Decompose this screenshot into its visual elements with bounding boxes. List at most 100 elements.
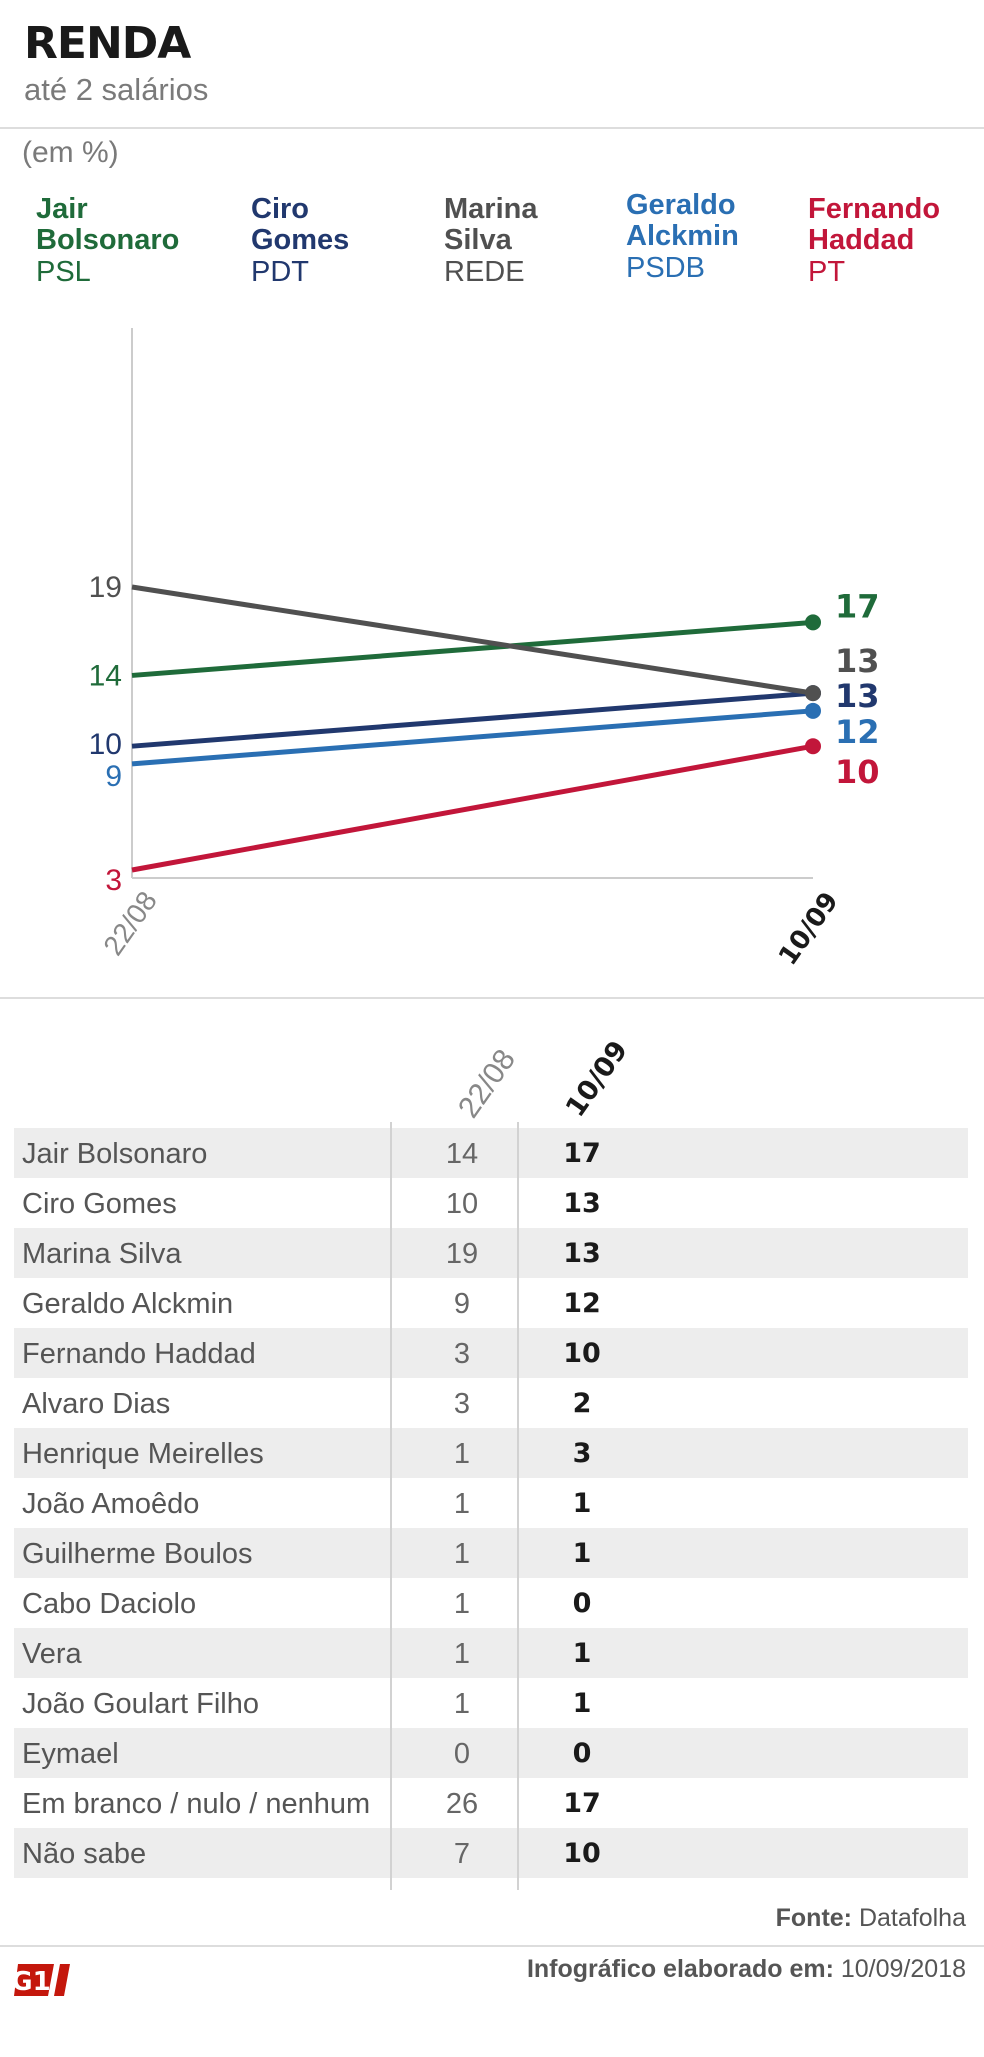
row-name: Ciro Gomes (22, 1188, 177, 1220)
row-value-2208: 3 (453, 1338, 471, 1370)
row-value-2208: 19 (445, 1238, 479, 1270)
start-value-label: 14 (89, 659, 122, 692)
legend-name: Ciro Gomes (251, 193, 350, 256)
legend-name: Fernando Haddad (808, 193, 941, 256)
row-value-2208: 1 (453, 1588, 471, 1620)
table-divider (390, 1122, 392, 1890)
row-value-1009: 13 (563, 1188, 601, 1219)
series-line-1 (131, 690, 814, 749)
legend-item-marina: Marina Silva REDE (444, 194, 554, 289)
row-value-2208: 1 (453, 1638, 471, 1670)
start-value-label: 9 (105, 760, 122, 793)
end-value-label: 13 (835, 642, 880, 680)
row-value-2208: 1 (453, 1488, 471, 1520)
row-value-1009: 1 (572, 1638, 592, 1669)
row-value-2208: 26 (445, 1788, 479, 1820)
row-name: Jair Bolsonaro (22, 1138, 208, 1170)
table-row: Fernando Haddad 3 10 (14, 1328, 968, 1378)
table-row: Cabo Daciolo 1 0 (14, 1578, 968, 1628)
row-value-1009: 10 (563, 1838, 601, 1869)
page-title: RENDA (24, 18, 191, 69)
legend-item-bolsonaro: Jair Bolsonaro PSL (36, 194, 196, 289)
row-name: Marina Silva (22, 1238, 182, 1270)
row-value-1009: 10 (563, 1338, 601, 1369)
row-name: Vera (22, 1638, 82, 1670)
row-name: Eymael (22, 1738, 119, 1770)
row-name: Henrique Meirelles (22, 1438, 264, 1470)
table-header-col2: 10/09 (560, 1035, 635, 1123)
series-line-0 (131, 619, 814, 678)
row-value-1009: 1 (572, 1688, 592, 1719)
legend-party: REDE (444, 256, 525, 288)
row-value-1009: 0 (572, 1738, 592, 1769)
start-value-label: 19 (89, 571, 122, 604)
row-value-1009: 2 (572, 1388, 592, 1419)
row-value-2208: 9 (453, 1288, 471, 1320)
series-line-4 (131, 743, 814, 873)
table-divider (517, 1122, 519, 1890)
divider (0, 1945, 984, 1947)
source-name: Datafolha (858, 1904, 966, 1932)
row-value-2208: 1 (453, 1688, 471, 1720)
row-name: João Goulart Filho (22, 1688, 259, 1720)
table-row: Vera 1 1 (14, 1628, 968, 1678)
legend-item-alckmin: Geraldo Alckmin PSDB (626, 190, 766, 285)
source-note: Fonte: Datafolha (776, 1904, 966, 1933)
row-name: Não sabe (22, 1838, 147, 1870)
row-value-2208: 1 (453, 1538, 471, 1570)
row-value-2208: 3 (453, 1388, 471, 1420)
table-row: Guilherme Boulos 1 1 (14, 1528, 968, 1578)
row-value-1009: 17 (563, 1788, 601, 1819)
legend-party: PT (808, 256, 846, 288)
end-value-label: 10 (835, 753, 880, 791)
results-table: Jair Bolsonaro 14 17 Ciro Gomes 10 13 Marina S… (14, 1128, 968, 1878)
row-name: João Amoêdo (22, 1488, 200, 1520)
series-line-3 (131, 708, 814, 767)
row-name: Fernando Haddad (22, 1338, 256, 1370)
row-value-1009: 13 (563, 1238, 601, 1269)
row-name: Cabo Daciolo (22, 1588, 197, 1620)
legend-party: PDT (251, 256, 309, 288)
end-value-label: 17 (835, 587, 880, 625)
source-label: Fonte: (775, 1904, 853, 1932)
credit-date: 10/09/2018 (840, 1955, 966, 1983)
legend-item-haddad: Fernando Haddad PT (808, 194, 968, 289)
row-name: Geraldo Alckmin (22, 1288, 234, 1320)
row-name: Guilherme Boulos (22, 1538, 253, 1570)
row-value-1009: 12 (563, 1288, 601, 1319)
table-row: Alvaro Dias 3 2 (14, 1378, 968, 1428)
page-subtitle: até 2 salários (24, 72, 209, 107)
row-value-2208: 0 (453, 1738, 471, 1770)
table-row: Não sabe 7 10 (14, 1828, 968, 1878)
table-row: Geraldo Alckmin 9 12 (14, 1278, 968, 1328)
start-value-label: 3 (105, 864, 122, 897)
series-point-4 (805, 738, 821, 755)
legend-name: Marina Silva (444, 193, 538, 256)
table-row: Ciro Gomes 10 13 (14, 1178, 968, 1228)
g1-logo: G1 (14, 1964, 70, 1997)
legend-name: Geraldo Alckmin (626, 189, 739, 252)
table-row: Em branco / nulo / nenhum 26 17 (14, 1778, 968, 1828)
series-point-2 (805, 685, 821, 702)
credit-label: Infográfico elaborado em: (526, 1955, 834, 1983)
row-value-1009: 1 (572, 1488, 592, 1519)
legend-party: PSDB (626, 252, 705, 284)
row-value-2208: 1 (453, 1438, 471, 1470)
table-row: Jair Bolsonaro 14 17 (14, 1128, 968, 1178)
legend-item-ciro: Ciro Gomes PDT (251, 194, 361, 289)
legend-name: Jair Bolsonaro (36, 193, 180, 256)
table-row: Marina Silva 19 13 (14, 1228, 968, 1278)
table-row: Henrique Meirelles 1 3 (14, 1428, 968, 1478)
divider (0, 127, 984, 129)
logo-text: G1 (14, 1967, 51, 1997)
row-name: Em branco / nulo / nenhum (22, 1788, 371, 1820)
row-value-1009: 1 (572, 1538, 592, 1569)
table-row: João Goulart Filho 1 1 (14, 1678, 968, 1728)
end-value-label: 13 (835, 677, 880, 715)
divider (0, 997, 984, 999)
credit-note: Infográfico elaborado em: 10/09/2018 (527, 1955, 966, 1984)
series-point-3 (805, 702, 821, 719)
start-value-label: 10 (89, 728, 122, 761)
row-value-2208: 10 (445, 1188, 479, 1220)
